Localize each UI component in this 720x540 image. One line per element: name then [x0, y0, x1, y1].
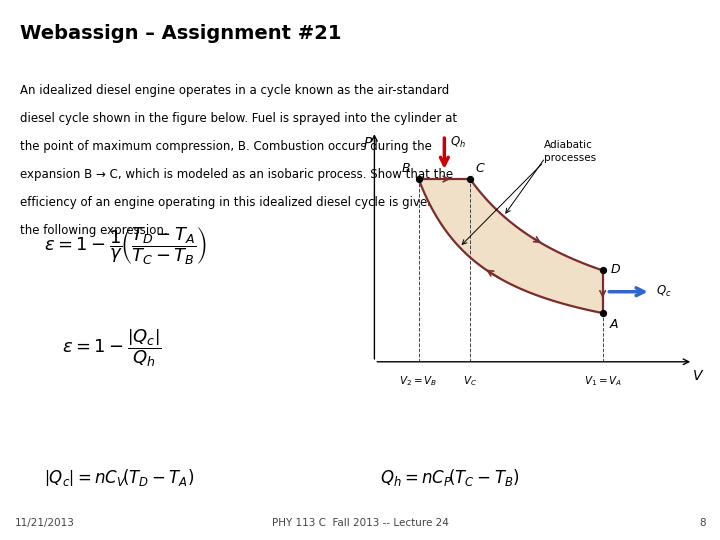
- Text: $Q_h = nC_P\!\left(T_C - T_B\right)$: $Q_h = nC_P\!\left(T_C - T_B\right)$: [380, 468, 520, 488]
- Text: $Q_h$: $Q_h$: [449, 135, 465, 150]
- Text: $V_2=V_B$: $V_2=V_B$: [400, 374, 438, 388]
- Text: $B$: $B$: [402, 163, 411, 176]
- Text: $D$: $D$: [610, 262, 621, 276]
- Point: [413, 175, 424, 184]
- Text: Webassign – Assignment #21: Webassign – Assignment #21: [20, 24, 342, 43]
- Point: [597, 309, 608, 318]
- Point: [597, 266, 608, 275]
- Text: the point of maximum compression, B. Combustion occurs during the: the point of maximum compression, B. Com…: [20, 140, 432, 153]
- Text: $\left|Q_c\right| = nC_V\!\left(T_D - T_A\right)$: $\left|Q_c\right| = nC_V\!\left(T_D - T_…: [44, 468, 194, 488]
- Polygon shape: [418, 179, 603, 313]
- Text: $Q_c$: $Q_c$: [656, 284, 671, 299]
- Text: 11/21/2013: 11/21/2013: [14, 518, 74, 528]
- Text: $P$: $P$: [364, 136, 374, 150]
- Text: PHY 113 C  Fall 2013 -- Lecture 24: PHY 113 C Fall 2013 -- Lecture 24: [271, 518, 449, 528]
- Text: $V_C$: $V_C$: [463, 374, 477, 388]
- Text: $A$: $A$: [608, 318, 619, 331]
- Text: efficiency of an engine operating in this idealized diesel cycle is given by: efficiency of an engine operating in thi…: [20, 196, 453, 209]
- Point: [464, 175, 476, 184]
- Text: $\varepsilon = 1 - \dfrac{1}{\gamma}\!\left(\dfrac{T_D - T_A}{T_C - T_B}\right)$: $\varepsilon = 1 - \dfrac{1}{\gamma}\!\l…: [45, 225, 207, 267]
- Text: diesel cycle shown in the figure below. Fuel is sprayed into the cylinder at: diesel cycle shown in the figure below. …: [20, 112, 457, 125]
- Text: $\varepsilon = 1 - \dfrac{\left|Q_c\right|}{Q_h}$: $\varepsilon = 1 - \dfrac{\left|Q_c\righ…: [62, 327, 161, 369]
- Text: Adiabatic
processes: Adiabatic processes: [544, 140, 596, 163]
- Text: $C$: $C$: [474, 163, 485, 176]
- Text: expansion B → C, which is modeled as an isobaric process. Show that the: expansion B → C, which is modeled as an …: [20, 168, 454, 181]
- Text: $V$: $V$: [692, 369, 704, 383]
- Text: the following expression.: the following expression.: [20, 224, 168, 237]
- Text: An idealized diesel engine operates in a cycle known as the air-standard: An idealized diesel engine operates in a…: [20, 84, 449, 97]
- Text: 8: 8: [699, 518, 706, 528]
- Text: $V_1=V_A$: $V_1=V_A$: [583, 374, 622, 388]
